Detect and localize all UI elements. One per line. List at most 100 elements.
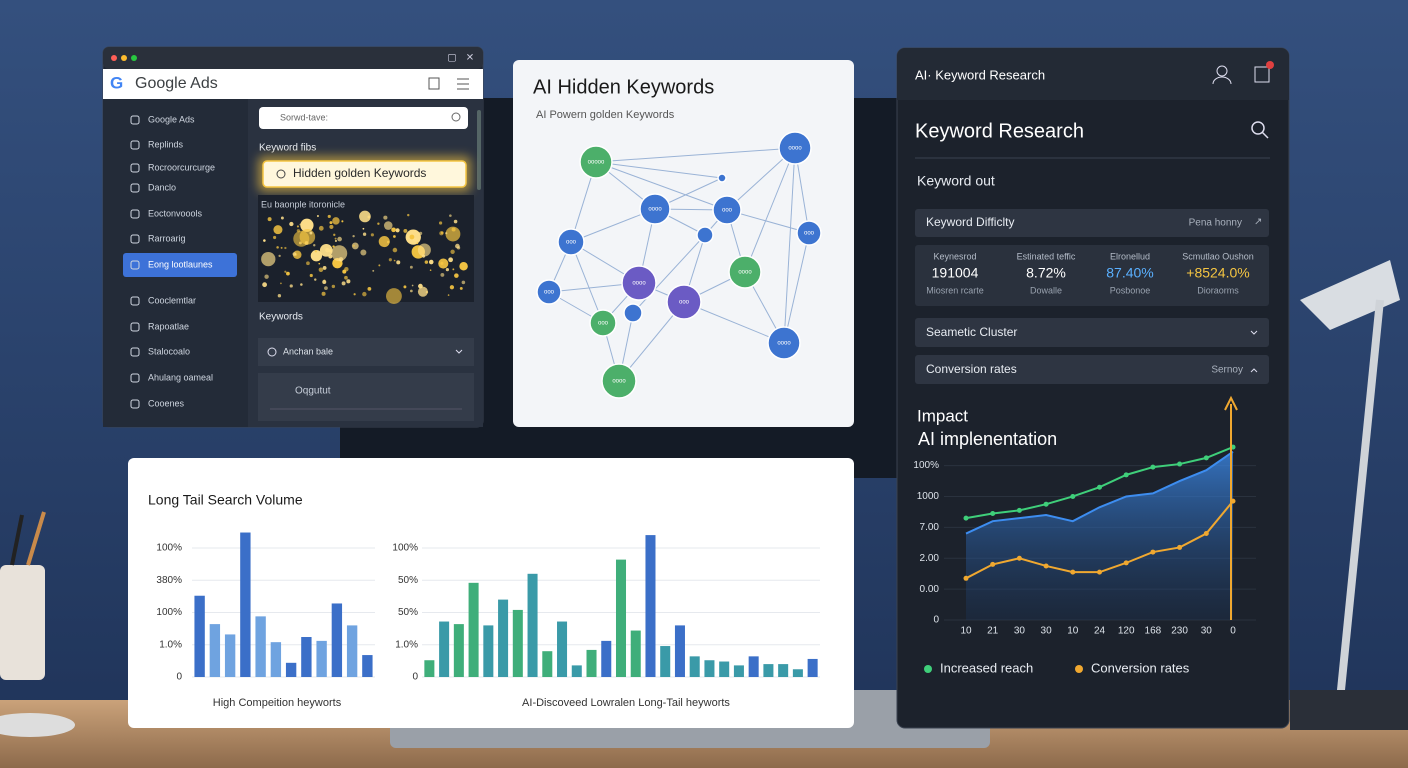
- network-node[interactable]: [623, 303, 643, 323]
- gold-dot: [321, 291, 326, 296]
- gold-dot: [310, 250, 323, 262]
- network-node[interactable]: [767, 326, 801, 360]
- bar: [209, 624, 221, 677]
- network-node[interactable]: [557, 228, 585, 256]
- sidebar-item[interactable]: Stalocoalo: [148, 346, 190, 356]
- input-box[interactable]: [258, 373, 474, 421]
- bar: [571, 665, 582, 677]
- sidebar-icon: [130, 115, 140, 125]
- keywords-label: Keywords: [259, 312, 303, 323]
- node-label: oooo: [648, 207, 662, 213]
- network-node[interactable]: [696, 226, 714, 244]
- gold-dot: [341, 281, 346, 286]
- dropdown[interactable]: [258, 338, 474, 366]
- gold-dot: [351, 242, 359, 250]
- bar: [270, 642, 282, 677]
- ads-window: ▢ ✕ G Google Ads Google Ads Replinds Rocro…: [102, 46, 484, 428]
- network-node[interactable]: [589, 309, 617, 337]
- gold-dot: [262, 282, 267, 288]
- sidebar-item[interactable]: Rapoatlae: [148, 321, 189, 331]
- gold-dot: [429, 269, 432, 272]
- gold-dot: [328, 254, 333, 259]
- search-box[interactable]: [259, 107, 468, 129]
- sidebar-item[interactable]: Ahulang oameal: [148, 372, 213, 382]
- search-icon[interactable]: [1251, 121, 1265, 135]
- network-node[interactable]: [717, 173, 727, 183]
- search-icon: [451, 112, 461, 122]
- network-node[interactable]: [639, 193, 671, 225]
- chevron: [455, 349, 463, 354]
- bar: [733, 665, 744, 677]
- sidebar-selected[interactable]: [123, 253, 237, 277]
- sidebar-item[interactable]: Cooenes: [148, 398, 185, 408]
- conversion-row[interactable]: [915, 355, 1269, 384]
- gold-dot: [449, 214, 452, 217]
- line-chart: 0 0.00 2.00 7.00 1000 100% 10 21 30 30 10 24 120 168 2…: [913, 395, 1256, 675]
- bar: [346, 625, 358, 677]
- network-edge: [595, 161, 723, 179]
- gold-dot: [403, 228, 408, 233]
- gold-dot: [454, 273, 459, 278]
- sidebar-item[interactable]: Eoctonvoools: [148, 208, 203, 218]
- gold-dot: [325, 247, 330, 253]
- cluster-row[interactable]: [915, 318, 1269, 347]
- sidebar-item[interactable]: Google Ads: [148, 114, 195, 124]
- stat-sub: Miosren rcarte: [926, 285, 984, 295]
- point: [1203, 531, 1209, 537]
- network-node[interactable]: [579, 145, 613, 179]
- sidebar-icon: [130, 373, 140, 383]
- network-node[interactable]: [796, 220, 822, 246]
- gold-dot: [440, 261, 444, 265]
- gold-dot: [395, 228, 400, 233]
- window-close[interactable]: ✕: [466, 53, 474, 64]
- gold-dot: [372, 269, 375, 272]
- sidebar-item[interactable]: Eong lootlaunes: [148, 259, 213, 269]
- gold-dot: [267, 217, 272, 222]
- sidebar-icon: [130, 163, 140, 173]
- stat-label: Keynesrod: [933, 251, 976, 261]
- gold-dot: [300, 283, 303, 286]
- gold-dot: [352, 235, 355, 238]
- y-tick-label: 0: [933, 615, 939, 626]
- gold-dot: [284, 246, 287, 250]
- point: [990, 561, 996, 567]
- marker-arrow: [1224, 395, 1238, 411]
- difficulty-row[interactable]: [915, 209, 1269, 237]
- chart-title: Impact: [917, 406, 968, 425]
- network-node[interactable]: [621, 265, 657, 301]
- gold-dot: [362, 227, 365, 230]
- node-label: ooo: [544, 290, 555, 296]
- sidebar-item[interactable]: Rarroarig: [148, 233, 186, 243]
- research-panel: AI· Keyword Research Keyword Research Ke…: [896, 47, 1290, 729]
- gold-dot: [273, 225, 283, 235]
- network-node[interactable]: [536, 279, 562, 305]
- network-node[interactable]: [601, 363, 637, 399]
- user-icon[interactable]: [1216, 65, 1228, 77]
- network-edge: [632, 234, 706, 314]
- gold-dot: [461, 280, 466, 285]
- network-node[interactable]: [712, 195, 742, 225]
- bar: [527, 573, 538, 677]
- header-title: AI· Keyword Research: [915, 67, 1045, 82]
- window-control[interactable]: ▢: [447, 53, 456, 64]
- sidebar-item[interactable]: Danclo: [148, 182, 176, 192]
- sidebar-item[interactable]: Cooclemtlar: [148, 295, 196, 305]
- network-node[interactable]: [778, 131, 812, 165]
- gold-dot: [264, 274, 269, 279]
- gold-dot: [322, 280, 327, 285]
- bar: [331, 603, 343, 677]
- network-node[interactable]: [728, 255, 762, 289]
- edit-icon[interactable]: [1254, 66, 1270, 83]
- gold-dot: [318, 262, 321, 265]
- legend-label: Conversion rates: [1091, 660, 1190, 675]
- sidebar-item[interactable]: Rocroorcurcurge: [148, 162, 215, 172]
- bar: [362, 655, 373, 677]
- sidebar-item[interactable]: Replinds: [148, 139, 184, 149]
- menu-icon[interactable]: [457, 78, 469, 90]
- sidebar-icon: [130, 260, 140, 270]
- gold-dot: [318, 267, 324, 273]
- highlight-button[interactable]: [262, 160, 467, 188]
- gold-dot: [322, 265, 327, 270]
- share-icon[interactable]: [428, 77, 440, 90]
- network-node[interactable]: [666, 284, 702, 320]
